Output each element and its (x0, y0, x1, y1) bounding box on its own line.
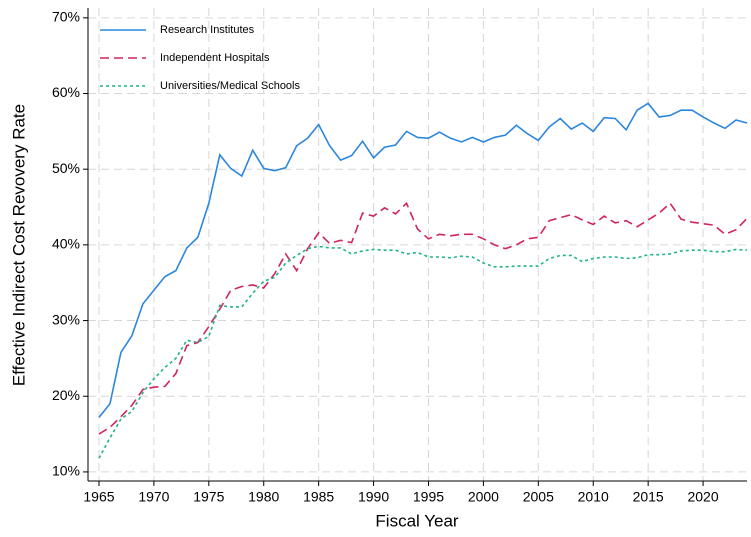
x-tick-label: 1980 (248, 489, 279, 505)
x-tick-label: 2020 (687, 489, 718, 505)
y-tick-label: 50% (52, 160, 80, 176)
x-tick-label: 1990 (358, 489, 389, 505)
x-tick-label: 2010 (578, 489, 609, 505)
y-tick-label: 60% (52, 84, 80, 100)
x-axis-title: Fiscal Year (375, 511, 458, 530)
y-tick-label: 10% (52, 463, 80, 479)
series-line (98, 245, 748, 459)
x-tick-label: 2005 (523, 489, 554, 505)
y-tick-label: 20% (52, 387, 80, 403)
series-line (98, 102, 748, 418)
x-tick-label: 2015 (633, 489, 664, 505)
legend-label: Independent Hospitals (160, 52, 270, 64)
x-tick-label: 2000 (468, 489, 499, 505)
x-tick-label: 1965 (83, 489, 114, 505)
y-tick-label: 40% (52, 236, 80, 252)
series-line (98, 201, 748, 435)
y-tick-label: 30% (52, 311, 80, 327)
x-tick-label: 1985 (303, 489, 334, 505)
y-axis-title: Effective Indirect Cost Revovery Rate (9, 104, 28, 386)
legend-label: Universities/Medical Schools (160, 80, 300, 92)
y-tick-label: 70% (52, 9, 80, 25)
x-tick-label: 1970 (138, 489, 169, 505)
x-tick-label: 1975 (193, 489, 224, 505)
legend-label: Research Institutes (160, 24, 255, 36)
x-tick-label: 1995 (413, 489, 444, 505)
